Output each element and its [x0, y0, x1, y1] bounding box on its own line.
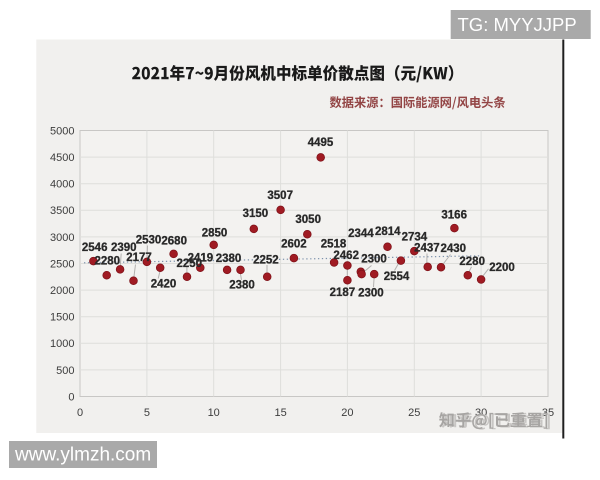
svg-text:2419: 2419	[188, 252, 214, 264]
svg-text:2430: 2430	[441, 243, 467, 255]
svg-text:2280: 2280	[459, 256, 485, 268]
svg-text:2280: 2280	[95, 256, 121, 268]
svg-text:2344: 2344	[348, 228, 374, 240]
svg-text:25: 25	[408, 407, 420, 419]
svg-text:2300: 2300	[361, 253, 387, 265]
svg-text:5: 5	[144, 407, 150, 419]
svg-text:2420: 2420	[151, 278, 177, 290]
svg-text:4495: 4495	[308, 137, 334, 149]
svg-text:2252: 2252	[253, 254, 279, 266]
svg-text:2380: 2380	[229, 279, 255, 291]
svg-text:5000: 5000	[50, 125, 74, 137]
svg-text:2462: 2462	[333, 250, 359, 262]
svg-text:2200: 2200	[489, 262, 515, 274]
svg-text:500: 500	[56, 365, 74, 377]
svg-text:0: 0	[77, 407, 83, 419]
svg-text:2530: 2530	[136, 235, 162, 247]
svg-text:20: 20	[341, 407, 353, 419]
svg-text:3507: 3507	[267, 190, 293, 202]
svg-text:35: 35	[542, 407, 554, 419]
svg-text:2390: 2390	[111, 242, 137, 254]
svg-text:2187: 2187	[330, 287, 356, 299]
svg-text:2437: 2437	[414, 242, 440, 254]
svg-text:3166: 3166	[441, 210, 467, 222]
svg-text:4000: 4000	[50, 179, 74, 191]
svg-text:2518: 2518	[321, 238, 347, 250]
svg-text:2000: 2000	[50, 285, 74, 297]
svg-text:3000: 3000	[50, 232, 74, 244]
svg-text:2250: 2250	[177, 258, 203, 270]
svg-text:2602: 2602	[281, 238, 307, 250]
svg-text:TG: MYYJJPP: TG: MYYJJPP	[458, 14, 577, 35]
svg-text:2546: 2546	[82, 242, 108, 254]
svg-text:3500: 3500	[50, 205, 74, 217]
svg-text:2680: 2680	[161, 236, 187, 248]
svg-text:1500: 1500	[50, 312, 74, 324]
svg-text:2850: 2850	[202, 227, 228, 239]
svg-text:15: 15	[274, 407, 286, 419]
svg-text:2500: 2500	[50, 258, 74, 270]
svg-text:2734: 2734	[402, 231, 428, 243]
svg-text:www.ylmzh.com: www.ylmzh.com	[14, 445, 151, 466]
svg-text:2177: 2177	[126, 252, 152, 264]
svg-text:2380: 2380	[216, 253, 242, 265]
svg-text:1000: 1000	[50, 338, 74, 350]
svg-text:3150: 3150	[243, 208, 269, 220]
svg-text:3050: 3050	[295, 214, 321, 226]
svg-text:10: 10	[208, 407, 220, 419]
svg-text:2814: 2814	[375, 226, 401, 238]
svg-text:0: 0	[68, 391, 74, 403]
svg-text:4500: 4500	[50, 152, 74, 164]
svg-text:2300: 2300	[358, 288, 384, 300]
svg-text:2554: 2554	[384, 271, 410, 283]
